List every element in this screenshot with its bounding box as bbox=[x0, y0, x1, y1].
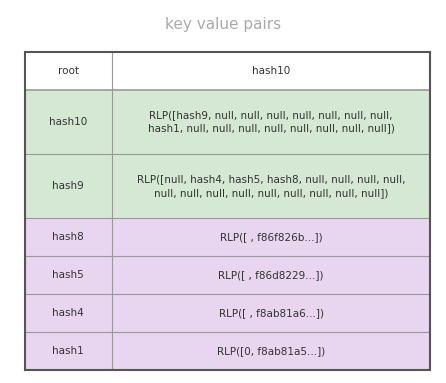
Text: hash10: hash10 bbox=[49, 117, 87, 127]
Bar bbox=[112, 52, 430, 90]
Text: hash1: hash1 bbox=[52, 346, 84, 356]
Bar bbox=[112, 332, 430, 370]
Bar bbox=[112, 218, 430, 256]
Bar bbox=[112, 294, 430, 332]
Bar bbox=[25, 294, 112, 332]
Text: hash5: hash5 bbox=[52, 270, 84, 280]
Text: RLP([null, hash4, hash5, hash8, null, null, null, null,
null, null, null, null, : RLP([null, hash4, hash5, hash8, null, nu… bbox=[137, 174, 405, 198]
Text: hash8: hash8 bbox=[52, 232, 84, 242]
Text: RLP([0, f8ab81a5...]): RLP([0, f8ab81a5...]) bbox=[217, 346, 325, 356]
Text: RLP([ , f8ab81a6...]): RLP([ , f8ab81a6...]) bbox=[219, 308, 324, 318]
Bar bbox=[25, 90, 112, 154]
Text: RLP([hash9, null, null, null, null, null, null, null,
hash1, null, null, null, n: RLP([hash9, null, null, null, null, null… bbox=[148, 110, 395, 133]
Text: root: root bbox=[58, 65, 78, 75]
Text: RLP([ , f86f826b...]): RLP([ , f86f826b...]) bbox=[220, 232, 322, 242]
Bar bbox=[25, 218, 112, 256]
Bar bbox=[25, 154, 112, 218]
Bar bbox=[25, 52, 112, 90]
Bar bbox=[112, 154, 430, 218]
Bar bbox=[25, 256, 112, 294]
Text: hash10: hash10 bbox=[252, 65, 290, 75]
Bar bbox=[25, 332, 112, 370]
Bar bbox=[112, 256, 430, 294]
Bar bbox=[25, 52, 430, 370]
Text: hash4: hash4 bbox=[52, 308, 84, 318]
Text: hash9: hash9 bbox=[52, 181, 84, 191]
Text: key value pairs: key value pairs bbox=[165, 17, 281, 32]
Bar bbox=[112, 90, 430, 154]
Text: RLP([ , f86d8229...]): RLP([ , f86d8229...]) bbox=[219, 270, 324, 280]
